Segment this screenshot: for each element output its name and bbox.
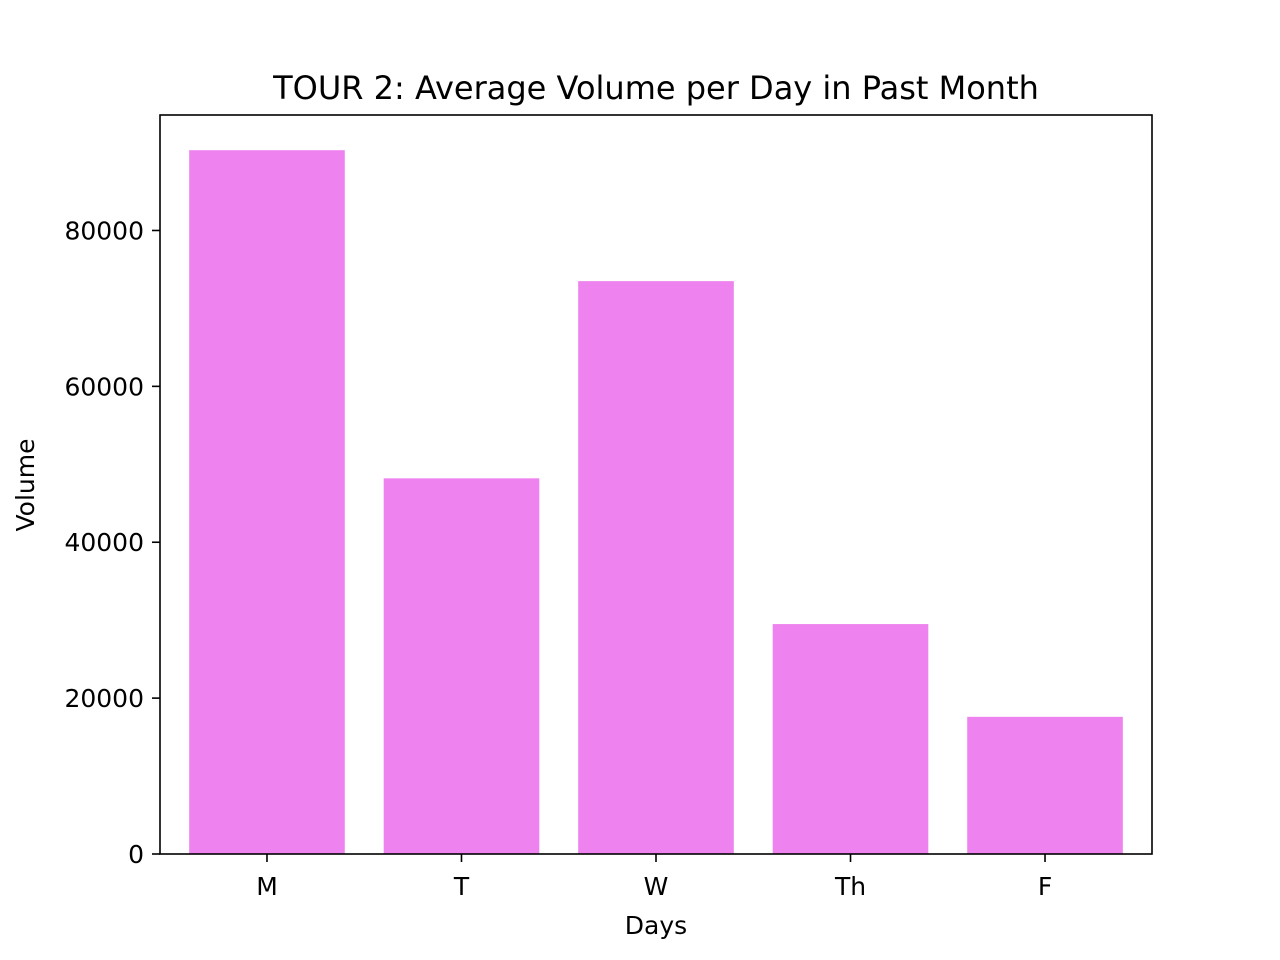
y-tick-label: 40000: [64, 528, 144, 557]
y-tick-label: 60000: [64, 372, 144, 401]
bars-layer: [189, 150, 1123, 854]
x-axis-ticks: M T W Th F: [256, 854, 1052, 901]
y-tick-label: 80000: [64, 216, 144, 245]
x-tick-label: W: [644, 872, 669, 901]
x-tick-label: M: [256, 872, 278, 901]
y-axis-label: Volume: [11, 439, 40, 532]
x-tick-label: F: [1038, 872, 1052, 901]
y-tick-label: 0: [128, 840, 144, 869]
chart-title: TOUR 2: Average Volume per Day in Past M…: [272, 69, 1039, 107]
bar-th: [772, 624, 929, 854]
bar-m: [189, 150, 345, 854]
bar-f: [967, 716, 1123, 854]
x-tick-label: Th: [834, 872, 866, 901]
bar-t: [383, 478, 540, 854]
x-axis-label: Days: [625, 911, 687, 940]
y-axis-ticks: 0 20000 40000 60000 80000: [64, 216, 160, 869]
x-tick-label: T: [453, 872, 470, 901]
y-tick-label: 20000: [64, 684, 144, 713]
bar-w: [578, 281, 734, 854]
